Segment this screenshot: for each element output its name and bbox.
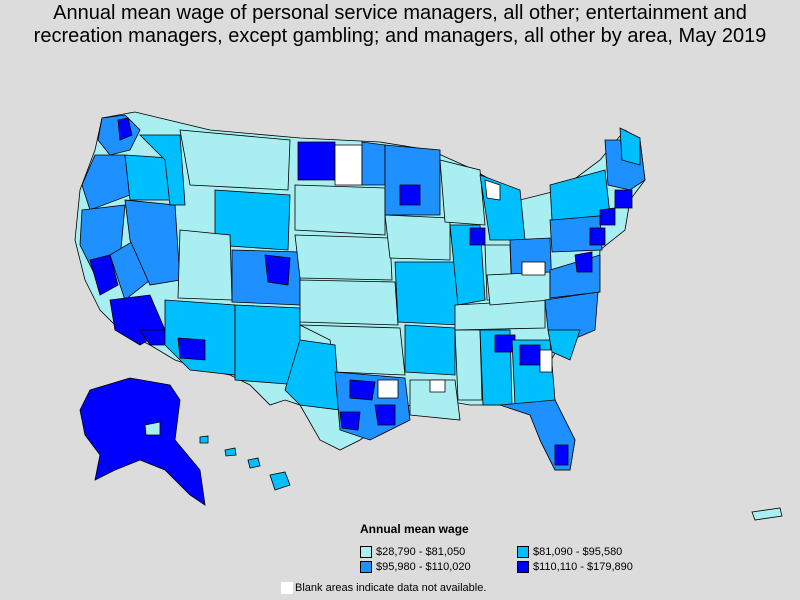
- area-texas-west: [284, 339, 341, 411]
- area-phoenix: [177, 337, 206, 361]
- area-dallas: [349, 379, 376, 401]
- legend-item-level-1: $28,790 - $81,050: [360, 546, 465, 558]
- map-title: Annual mean wage of personal service man…: [33, 2, 767, 47]
- area-houston: [374, 404, 396, 426]
- mountain-areas: [139, 129, 301, 386]
- legend-title: Annual mean wage: [360, 522, 469, 536]
- area-maine: [619, 127, 641, 166]
- area-kentucky: [486, 271, 551, 306]
- area-miami: [554, 444, 569, 466]
- area-south-carolina: [547, 329, 581, 361]
- area-hawaii-kauai: [199, 435, 209, 444]
- area-south-dakota: [294, 184, 386, 236]
- area-denver: [264, 254, 291, 286]
- area-new-york-city: [599, 207, 616, 226]
- legend-swatch: [360, 546, 372, 558]
- area-north-dakota-blank: [334, 144, 363, 186]
- hawaii: [199, 435, 291, 491]
- area-wisconsin: [439, 159, 486, 226]
- area-hawaii-big-island: [269, 471, 291, 491]
- area-hawaii-maui: [247, 457, 261, 469]
- area-oklahoma: [299, 324, 406, 376]
- legend-label: $81,090 - $95,580: [533, 546, 623, 558]
- blank-areas-note: Blank areas indicate data not available.: [281, 582, 486, 594]
- area-minneapolis: [399, 184, 421, 206]
- area-north-dakota-east: [361, 141, 386, 186]
- area-georgia-blank: [539, 349, 553, 373]
- area-dc-metro: [574, 251, 593, 273]
- area-atlanta: [519, 344, 541, 366]
- area-wyoming: [214, 189, 291, 251]
- area-idaho: [139, 134, 186, 206]
- legend-item-level-2: $81,090 - $95,580: [517, 546, 622, 558]
- puerto-rico: [751, 507, 783, 521]
- blank-note-text: Blank areas indicate data not available.: [295, 582, 487, 594]
- legend-swatch: [360, 561, 372, 573]
- area-nebraska: [294, 234, 393, 281]
- area-arkansas: [404, 324, 456, 376]
- west-coast-areas: [79, 114, 181, 346]
- area-seattle: [117, 117, 133, 141]
- area-iowa: [384, 214, 451, 261]
- legend-swatch: [517, 546, 529, 558]
- area-minnesota: [384, 144, 441, 216]
- blank-swatch: [281, 582, 293, 594]
- area-michigan-blank: [484, 179, 501, 201]
- area-hawaii-oahu: [224, 447, 237, 457]
- south-areas: [377, 261, 599, 471]
- area-chicago: [469, 227, 486, 246]
- area-oregon-west: [81, 154, 131, 211]
- northeast-areas: [549, 127, 646, 299]
- legend-label: $95,980 - $110,020: [376, 561, 471, 573]
- legend-item-level-4: $110,110 - $179,890: [517, 561, 633, 573]
- legend-label: $28,790 - $81,050: [376, 546, 466, 558]
- area-alaska: [79, 377, 206, 506]
- area-north-dakota-west: [297, 141, 336, 181]
- area-nevada: [124, 199, 181, 286]
- area-bay-area: [89, 254, 119, 296]
- legend-swatch: [517, 561, 529, 573]
- area-boston: [614, 189, 633, 209]
- area-arizona: [164, 299, 236, 376]
- area-louisiana-blank: [377, 379, 399, 399]
- area-puerto-rico: [751, 507, 783, 521]
- area-austin: [339, 411, 361, 431]
- area-montana: [179, 129, 291, 191]
- area-kentucky-blank: [521, 261, 546, 276]
- area-alabama-blank: [429, 379, 446, 393]
- alaska: [79, 377, 206, 506]
- area-philadelphia: [589, 227, 606, 246]
- area-utah: [177, 229, 233, 301]
- area-alaska-anchorage: [144, 421, 161, 436]
- area-mississippi: [454, 329, 483, 401]
- area-kansas: [299, 279, 399, 326]
- plains-areas: [284, 141, 411, 441]
- legend-label: $110,110 - $179,890: [533, 561, 633, 573]
- area-missouri: [394, 261, 461, 326]
- legend-item-level-3: $95,980 - $110,020: [360, 561, 471, 573]
